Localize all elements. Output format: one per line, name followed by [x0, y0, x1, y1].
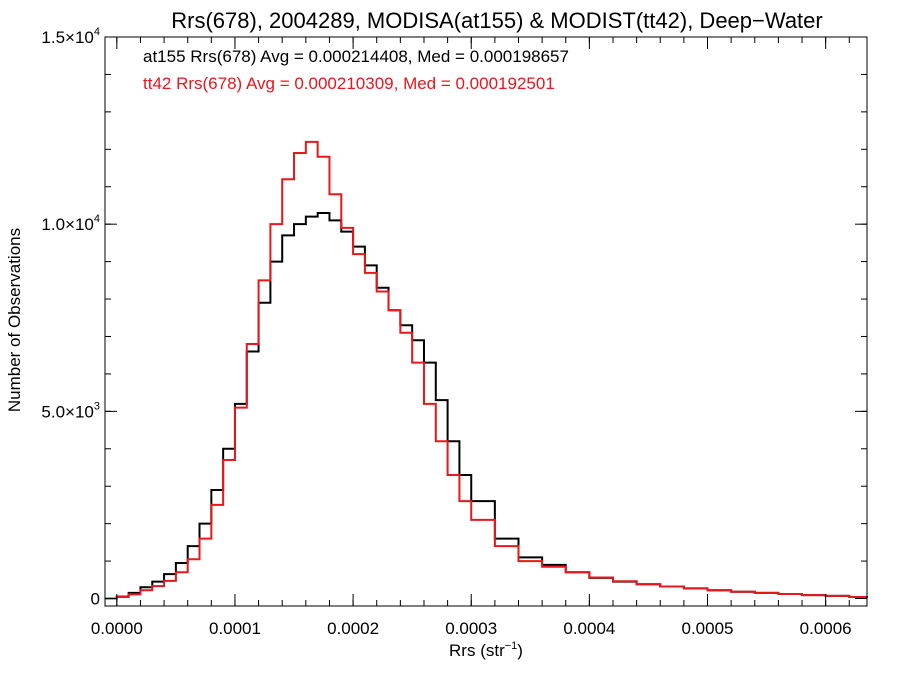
x-tick-label: 0.0000 — [91, 619, 143, 638]
x-tick-label: 0.0002 — [327, 619, 379, 638]
legend-entry-at155: at155 Rrs(678) Avg = 0.000214408, Med = … — [143, 47, 569, 66]
x-axis-label-text: Rrs (str — [449, 641, 505, 660]
y-tick-mantissa: 1.5×10 — [41, 28, 93, 47]
y-tick-mantissa: 0 — [91, 590, 100, 609]
y-tick-exponent: 3 — [94, 400, 100, 412]
x-axis-label-suffix: ) — [517, 641, 523, 660]
plot-area: 0.0000 0.0001 0.0002 0.0003 0.0004 0.0005 0.00… — [41, 26, 868, 638]
y-tick-label: 1.0×104 — [41, 213, 100, 234]
y-tick-mantissa: 1.0×10 — [41, 215, 93, 234]
x-tick-label: 0.0001 — [209, 619, 261, 638]
legend: at155 Rrs(678) Avg = 0.000214408, Med = … — [143, 47, 569, 93]
x-axis-label: Rrs (str−1) — [449, 640, 523, 660]
y-tick-label: 5.0×103 — [41, 400, 100, 421]
x-tick-label: 0.0003 — [445, 619, 497, 638]
y-tick-label: 0 — [91, 590, 100, 609]
x-axis-label-superscript: −1 — [505, 640, 518, 652]
y-tick-exponent: 4 — [94, 26, 100, 38]
x-tick-label: 0.0004 — [563, 619, 615, 638]
series-tt42-line — [105, 140, 868, 600]
y-tick-exponent: 4 — [94, 213, 100, 225]
y-tick-label: 1.5×104 — [41, 26, 100, 47]
series-layer — [105, 140, 868, 600]
plot-frame — [104, 36, 868, 607]
legend-entry-tt42: tt42 Rrs(678) Avg = 0.000210309, Med = 0… — [143, 74, 555, 93]
chart-title: Rrs(678), 2004289, MODISA(at155) & MODIS… — [171, 8, 822, 33]
y-tick-mantissa: 5.0×10 — [41, 402, 93, 421]
x-tick-label: 0.0006 — [800, 619, 852, 638]
x-axis: 0.0000 0.0001 0.0002 0.0003 0.0004 0.0005 0.00… — [91, 37, 852, 638]
series-at155-line — [105, 211, 868, 600]
x-tick-label: 0.0005 — [682, 619, 734, 638]
y-axis-label: Number of Observations — [5, 228, 24, 412]
